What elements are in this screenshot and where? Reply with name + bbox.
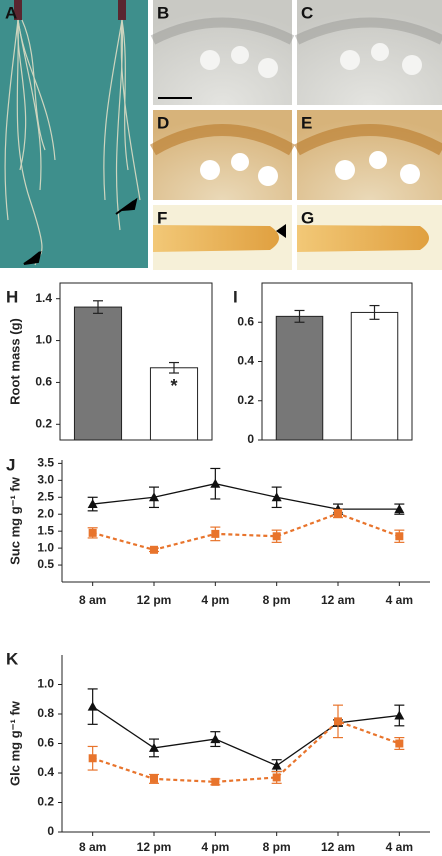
marker xyxy=(334,509,342,518)
y-tick-label: 0.2 xyxy=(37,795,54,809)
x-tick-label: 8 pm xyxy=(263,593,291,607)
y-tick-label: 3.0 xyxy=(37,473,54,487)
panel-label: K xyxy=(6,649,19,668)
marker xyxy=(87,499,98,509)
y-tick-label: 2.0 xyxy=(37,506,54,520)
marker xyxy=(394,504,405,514)
photo-e xyxy=(294,110,442,200)
panel-label: D xyxy=(157,113,169,132)
photo-d xyxy=(149,110,295,200)
panel-label: F xyxy=(157,208,167,227)
x-tick-label: 12 pm xyxy=(137,840,172,854)
marker xyxy=(150,774,158,783)
line xyxy=(92,483,400,510)
marker xyxy=(395,532,404,541)
x-tick-label: 4 am xyxy=(386,840,413,854)
marker xyxy=(87,701,98,711)
panel-label: E xyxy=(301,113,312,132)
x-tick-label: 4 pm xyxy=(201,840,229,854)
bar xyxy=(275,315,324,441)
y-tick-label: 0 xyxy=(247,432,254,446)
marker xyxy=(271,760,282,770)
photo-f xyxy=(153,205,292,270)
annotation: * xyxy=(170,376,177,396)
y-tick-label: 0.6 xyxy=(35,375,52,389)
x-tick-label: 12 pm xyxy=(137,593,172,607)
bar xyxy=(73,306,123,441)
marker xyxy=(272,532,281,541)
y-tick-label: 3.5 xyxy=(37,456,54,470)
marker xyxy=(149,492,159,502)
marker xyxy=(394,710,405,720)
marker xyxy=(211,529,220,538)
marker xyxy=(271,492,282,502)
y-tick-label: 1.0 xyxy=(35,333,52,347)
panel-label: G xyxy=(301,208,314,227)
plot-frame xyxy=(59,282,213,441)
marker xyxy=(150,545,158,554)
y-tick-label: 0.5 xyxy=(37,557,54,571)
x-tick-label: 8 am xyxy=(79,840,106,854)
line xyxy=(92,720,400,783)
y-tick-label: 1.0 xyxy=(37,677,54,691)
line xyxy=(92,512,400,551)
panel-label: I xyxy=(233,287,238,306)
y-tick-label: 0.8 xyxy=(37,706,54,720)
y-tick-label: 0 xyxy=(47,824,54,838)
y-axis-label: Suc mg g⁻¹ fw xyxy=(7,476,22,565)
panel-label: C xyxy=(301,3,313,22)
marker xyxy=(211,777,220,786)
x-tick-label: 4 am xyxy=(386,593,413,607)
x-tick-label: 12 am xyxy=(321,593,355,607)
marker xyxy=(210,478,221,488)
panel-label: J xyxy=(6,455,15,474)
photo-g xyxy=(297,205,442,270)
y-tick-label: 1.5 xyxy=(37,523,54,537)
y-tick-label: 2.5 xyxy=(37,489,54,503)
marker xyxy=(272,773,281,782)
marker xyxy=(149,742,159,752)
bar xyxy=(350,311,399,441)
y-axis-label: Glc mg g⁻¹ fw xyxy=(7,700,22,786)
bar xyxy=(149,367,199,441)
marker xyxy=(88,754,97,763)
x-tick-label: 12 am xyxy=(321,840,355,854)
y-tick-label: 1.4 xyxy=(35,291,52,305)
photo-b xyxy=(150,0,295,105)
marker xyxy=(210,734,221,744)
y-tick-label: 0.6 xyxy=(37,736,54,750)
line xyxy=(92,706,400,767)
y-tick-label: 0.4 xyxy=(237,354,254,368)
marker xyxy=(395,739,404,748)
y-tick-label: 0.4 xyxy=(37,765,54,779)
photo-c xyxy=(294,0,442,105)
x-tick-label: 8 am xyxy=(79,593,106,607)
panel-label: H xyxy=(6,287,18,306)
photo-a xyxy=(0,0,148,268)
x-tick-label: 8 pm xyxy=(263,840,291,854)
y-tick-label: 0.6 xyxy=(237,314,254,328)
panel-label: A xyxy=(5,3,17,22)
y-axis-label: Root mass (g) xyxy=(7,318,22,405)
y-tick-label: 0.2 xyxy=(237,393,254,407)
y-tick-label: 0.2 xyxy=(35,416,52,430)
marker xyxy=(334,717,342,726)
y-tick-label: 1.0 xyxy=(37,540,54,554)
x-tick-label: 4 pm xyxy=(201,593,229,607)
marker xyxy=(88,528,97,537)
panel-label: B xyxy=(157,3,169,22)
